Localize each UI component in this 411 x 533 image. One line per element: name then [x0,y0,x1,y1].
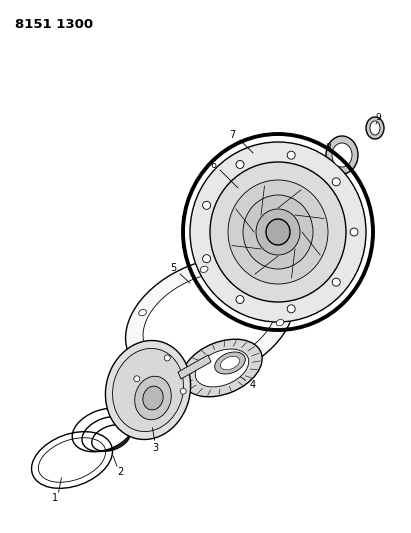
Ellipse shape [140,361,180,409]
Ellipse shape [134,376,140,382]
Text: 1: 1 [52,493,58,503]
Ellipse shape [278,288,286,294]
Ellipse shape [244,263,252,270]
Ellipse shape [276,319,284,326]
Ellipse shape [134,346,141,352]
Ellipse shape [203,201,210,209]
Ellipse shape [350,228,358,236]
Text: 4: 4 [250,380,256,390]
Ellipse shape [195,349,249,387]
Ellipse shape [237,358,245,364]
Ellipse shape [332,178,340,186]
Ellipse shape [266,219,290,245]
Text: 2: 2 [117,467,123,477]
Text: 6: 6 [210,160,216,170]
Text: 8151 1300: 8151 1300 [15,18,93,31]
Ellipse shape [182,339,262,397]
Ellipse shape [105,341,191,440]
Ellipse shape [256,209,300,255]
Ellipse shape [332,143,352,167]
Text: 9: 9 [375,112,381,122]
Ellipse shape [366,117,384,139]
Ellipse shape [326,136,358,174]
Ellipse shape [210,162,346,302]
Text: 3: 3 [152,443,158,453]
Ellipse shape [126,257,294,383]
Text: 8: 8 [325,143,331,152]
Ellipse shape [190,142,366,322]
Ellipse shape [332,278,340,286]
Ellipse shape [200,266,208,272]
Ellipse shape [203,255,210,263]
Ellipse shape [132,351,188,418]
Ellipse shape [220,356,240,370]
Ellipse shape [287,305,295,313]
Ellipse shape [163,369,171,375]
Ellipse shape [236,160,244,168]
Ellipse shape [143,386,163,410]
Ellipse shape [287,151,295,159]
Polygon shape [178,355,211,379]
Ellipse shape [139,310,146,316]
Ellipse shape [164,355,170,361]
Ellipse shape [215,352,245,374]
Ellipse shape [236,296,244,304]
Ellipse shape [143,271,277,368]
Text: 5: 5 [170,263,176,273]
Ellipse shape [370,121,380,135]
Ellipse shape [243,195,313,269]
Text: 7: 7 [229,130,235,140]
Ellipse shape [180,388,186,394]
Ellipse shape [113,349,184,432]
Ellipse shape [150,409,156,415]
Ellipse shape [228,180,328,284]
Ellipse shape [135,376,171,420]
